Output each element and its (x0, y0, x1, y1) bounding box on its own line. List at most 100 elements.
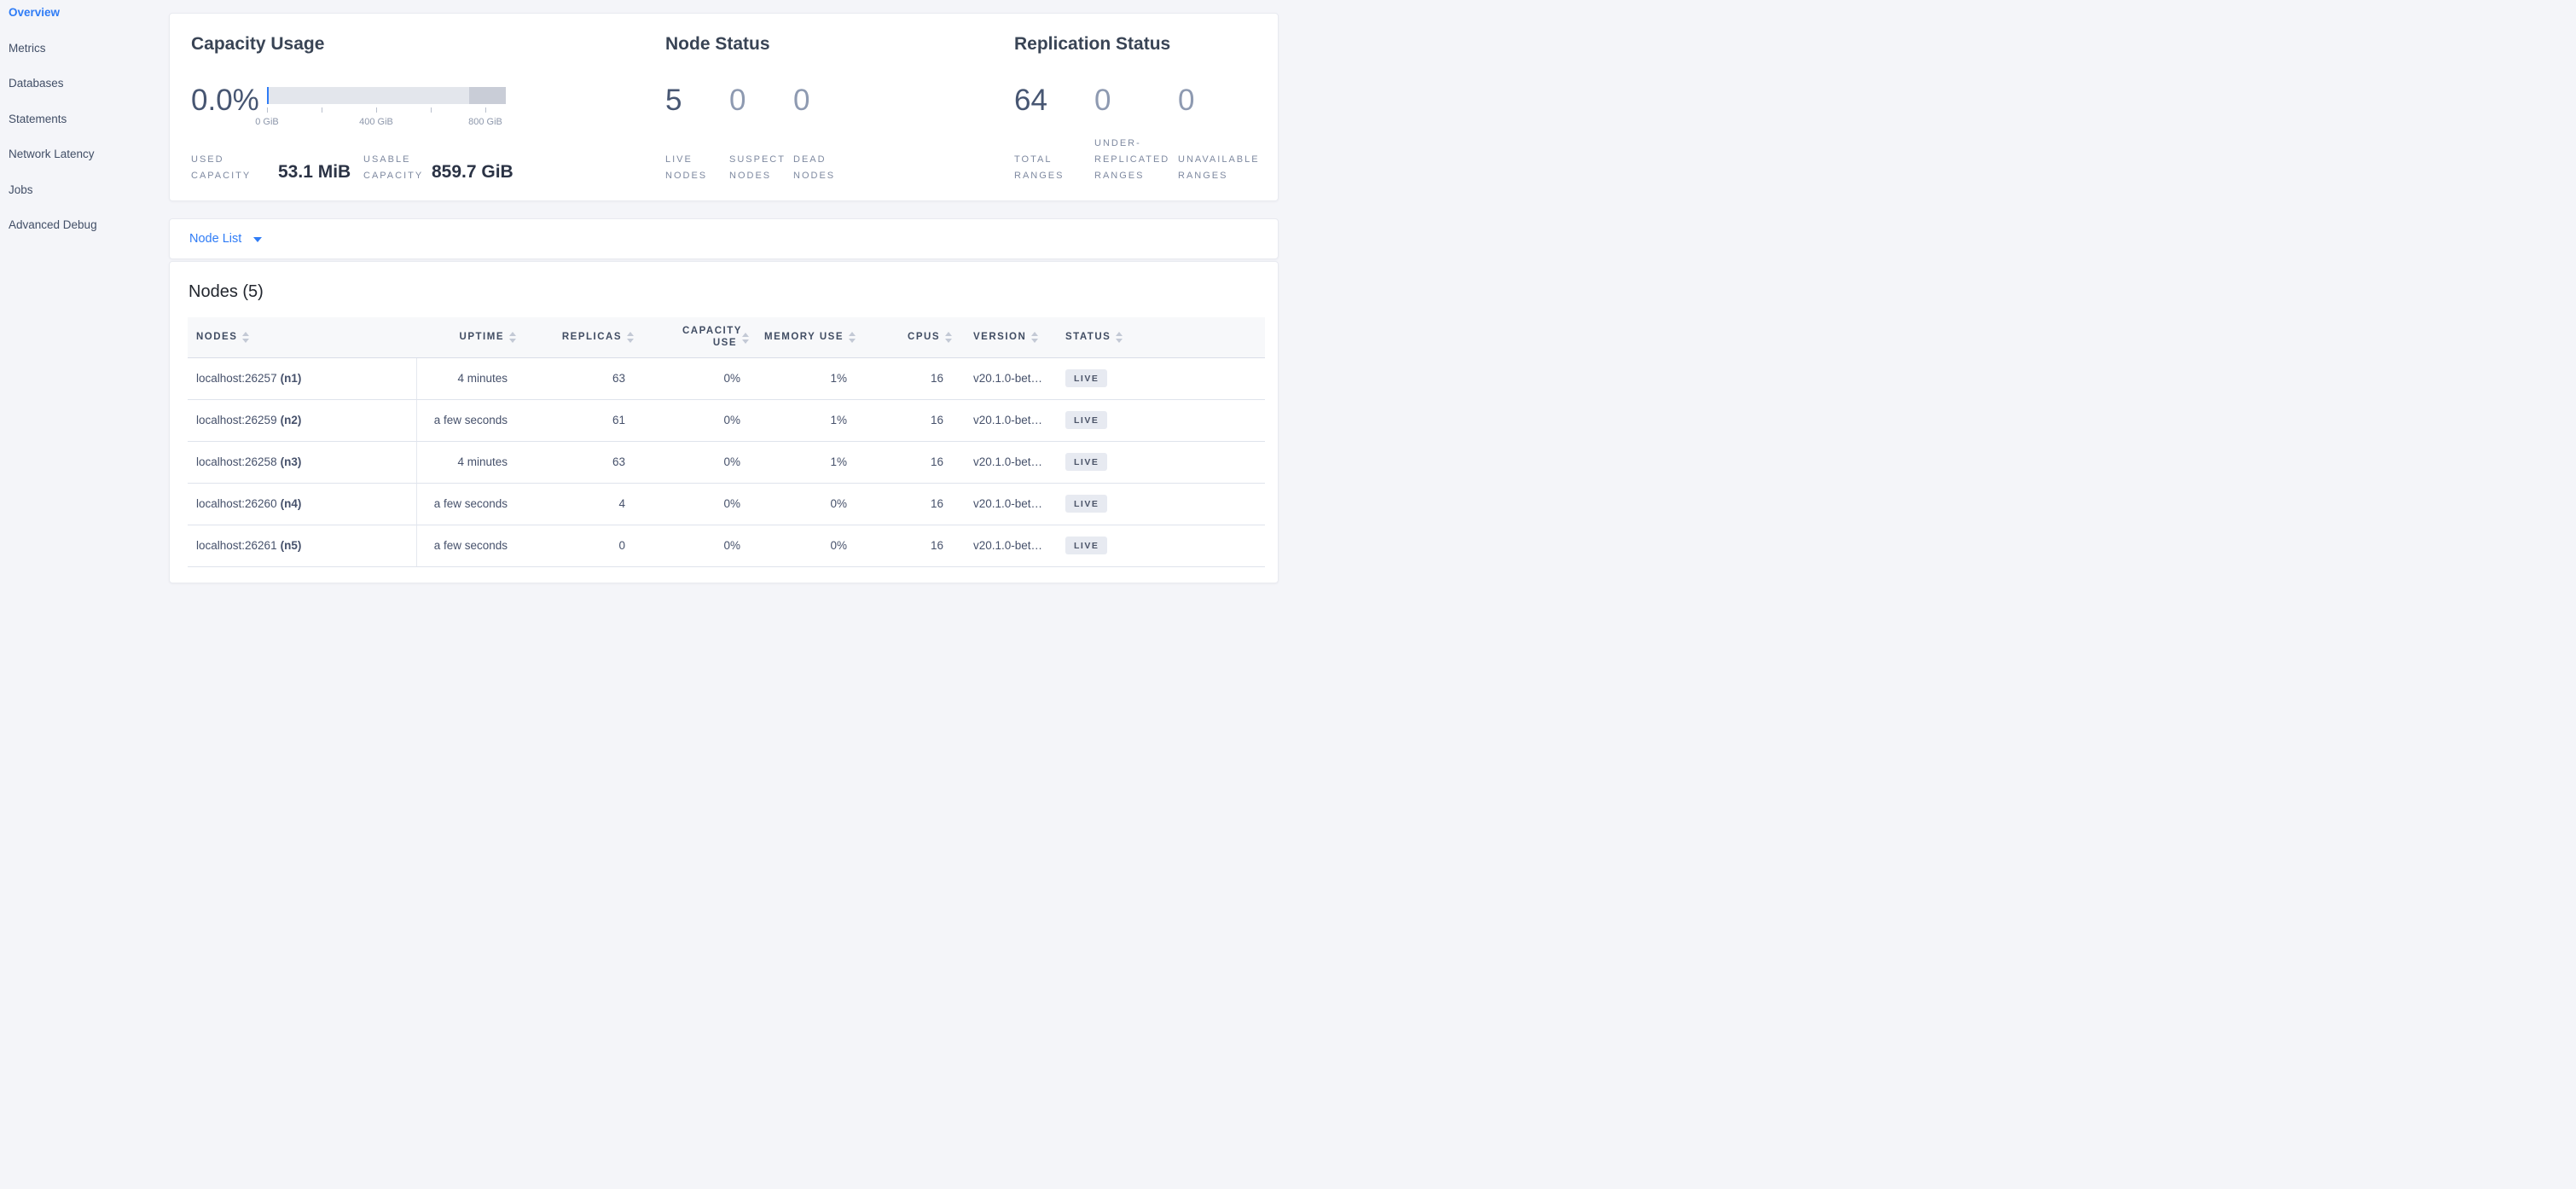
replicas-cell: 61 (519, 399, 636, 442)
capacity-use-cell: 0% (636, 525, 751, 567)
unavailable-ranges-count: 0 (1178, 84, 1195, 117)
capacity-use-cell: 0% (636, 483, 751, 525)
total-ranges-count: 64 (1014, 84, 1047, 117)
usable-capacity-value: 859.7 GiB (432, 162, 513, 182)
capacity-use-cell: 0% (636, 399, 751, 442)
cluster-summary-card: Capacity Usage 0.0% 0 GiB 400 GiB 800 Gi… (169, 13, 1279, 201)
sort-icon (627, 332, 634, 343)
node-address[interactable]: localhost:26260 (196, 497, 277, 510)
node-address[interactable]: localhost:26257 (196, 372, 277, 385)
memory-use-cell: 1% (751, 399, 858, 442)
uptime-cell: a few seconds (416, 483, 519, 525)
node-address[interactable]: localhost:26259 (196, 414, 277, 426)
status-badge: LIVE (1065, 536, 1108, 554)
node-id: (n3) (280, 455, 302, 468)
node-address[interactable]: localhost:26261 (196, 539, 277, 552)
replicas-cell: 0 (519, 525, 636, 567)
node-id: (n2) (280, 414, 302, 426)
table-row[interactable]: localhost:26260 (n4) a few seconds 4 0% 0… (188, 483, 1265, 525)
under-replicated-ranges-label: UNDER- REPLICATED RANGES (1094, 138, 1170, 181)
replication-status-title: Replication Status (1014, 34, 1171, 54)
version-cell: v20.1.0-bet… (954, 357, 1062, 400)
uptime-cell: a few seconds (416, 525, 519, 567)
axis-tick (485, 107, 486, 113)
column-header-uptime[interactable]: UPTIME (416, 317, 519, 358)
axis-label-800gib: 800 GiB (468, 117, 502, 127)
node-list-dropdown[interactable]: Node List (189, 232, 263, 246)
version-cell: v20.1.0-bet… (954, 399, 1062, 442)
unavailable-ranges-label: UNAVAILABLE RANGES (1178, 154, 1260, 181)
column-header-capacity-use[interactable]: CAPACITY USE (636, 317, 751, 358)
capacity-usage-percent: 0.0% (191, 84, 259, 117)
cpus-cell: 16 (858, 357, 954, 400)
memory-use-cell: 0% (751, 483, 858, 525)
sidebar-item-jobs[interactable]: Jobs (9, 183, 33, 196)
status-badge: LIVE (1065, 495, 1108, 513)
replicas-cell: 4 (519, 483, 636, 525)
column-header-cpus[interactable]: CPUS (858, 317, 954, 358)
sort-icon (742, 333, 749, 344)
uptime-cell: 4 minutes (416, 357, 519, 400)
axis-tick (376, 107, 377, 113)
status-badge: LIVE (1065, 453, 1108, 471)
dead-nodes-label: DEAD NODES (793, 154, 836, 181)
capacity-use-cell: 0% (636, 357, 751, 400)
table-row[interactable]: localhost:26259 (n2) a few seconds 61 0% … (188, 399, 1265, 442)
cpus-cell: 16 (858, 441, 954, 484)
replicas-cell: 63 (519, 441, 636, 484)
replicas-cell: 63 (519, 357, 636, 400)
sidebar-item-databases[interactable]: Databases (9, 77, 64, 90)
cpus-cell: 16 (858, 399, 954, 442)
sidebar-item-advanced-debug[interactable]: Advanced Debug (9, 218, 97, 231)
node-id: (n4) (280, 497, 302, 510)
sidebar-item-network-latency[interactable]: Network Latency (9, 148, 95, 160)
table-row[interactable]: localhost:26261 (n5) a few seconds 0 0% 0… (188, 525, 1265, 567)
under-replicated-ranges-count: 0 (1094, 84, 1111, 117)
column-header-memory-use[interactable]: MEMORY USE (751, 317, 858, 358)
nodes-table-title: Nodes (5) (189, 282, 264, 301)
nodes-table: NODES UPTIME REPLICAS CAPACITY USE MEMOR… (188, 317, 1265, 567)
node-address[interactable]: localhost:26258 (196, 455, 277, 468)
sort-icon (509, 332, 516, 343)
capacity-bar-used-indicator (267, 87, 269, 104)
node-status-title: Node Status (665, 34, 770, 54)
suspect-nodes-count: 0 (729, 84, 746, 117)
node-id: (n5) (280, 539, 302, 552)
usable-capacity-label: USABLE CAPACITY (363, 154, 424, 181)
uptime-cell: 4 minutes (416, 441, 519, 484)
memory-use-cell: 0% (751, 525, 858, 567)
cpus-cell: 16 (858, 525, 954, 567)
axis-tick (267, 107, 268, 113)
status-badge: LIVE (1065, 369, 1108, 387)
used-capacity-value: 53.1 MiB (278, 162, 351, 182)
sidebar-item-metrics[interactable]: Metrics (9, 42, 46, 55)
sort-icon (242, 332, 250, 343)
dead-nodes-count: 0 (793, 84, 810, 117)
table-header-row: NODES UPTIME REPLICAS CAPACITY USE MEMOR… (188, 317, 1265, 358)
version-cell: v20.1.0-bet… (954, 441, 1062, 484)
nodes-table-card: Nodes (5) NODES UPTIME REPLICAS CAPACITY… (169, 261, 1279, 583)
cpus-cell: 16 (858, 483, 954, 525)
live-nodes-label: LIVE NODES (665, 154, 708, 181)
version-cell: v20.1.0-bet… (954, 525, 1062, 567)
version-cell: v20.1.0-bet… (954, 483, 1062, 525)
node-list-card: Node List (169, 218, 1279, 259)
capacity-use-cell: 0% (636, 441, 751, 484)
column-header-status[interactable]: STATUS (1062, 317, 1265, 358)
node-id: (n1) (280, 372, 302, 385)
suspect-nodes-label: SUSPECT NODES (729, 154, 786, 181)
column-header-replicas[interactable]: REPLICAS (519, 317, 636, 358)
sidebar-item-statements[interactable]: Statements (9, 113, 67, 125)
used-capacity-label: USED CAPACITY (191, 154, 252, 181)
table-row[interactable]: localhost:26257 (n1) 4 minutes 63 0% 1% 1… (188, 357, 1265, 400)
chevron-down-icon (253, 237, 263, 242)
table-row[interactable]: localhost:26258 (n3) 4 minutes 63 0% 1% 1… (188, 441, 1265, 484)
axis-label-0gib: 0 GiB (255, 117, 279, 127)
live-nodes-count: 5 (665, 84, 682, 117)
axis-tick (431, 107, 432, 113)
memory-use-cell: 1% (751, 441, 858, 484)
column-header-nodes[interactable]: NODES (188, 317, 416, 358)
column-header-version[interactable]: VERSION (954, 317, 1062, 358)
sidebar-item-overview[interactable]: Overview (9, 6, 61, 19)
axis-label-400gib: 400 GiB (359, 117, 393, 127)
